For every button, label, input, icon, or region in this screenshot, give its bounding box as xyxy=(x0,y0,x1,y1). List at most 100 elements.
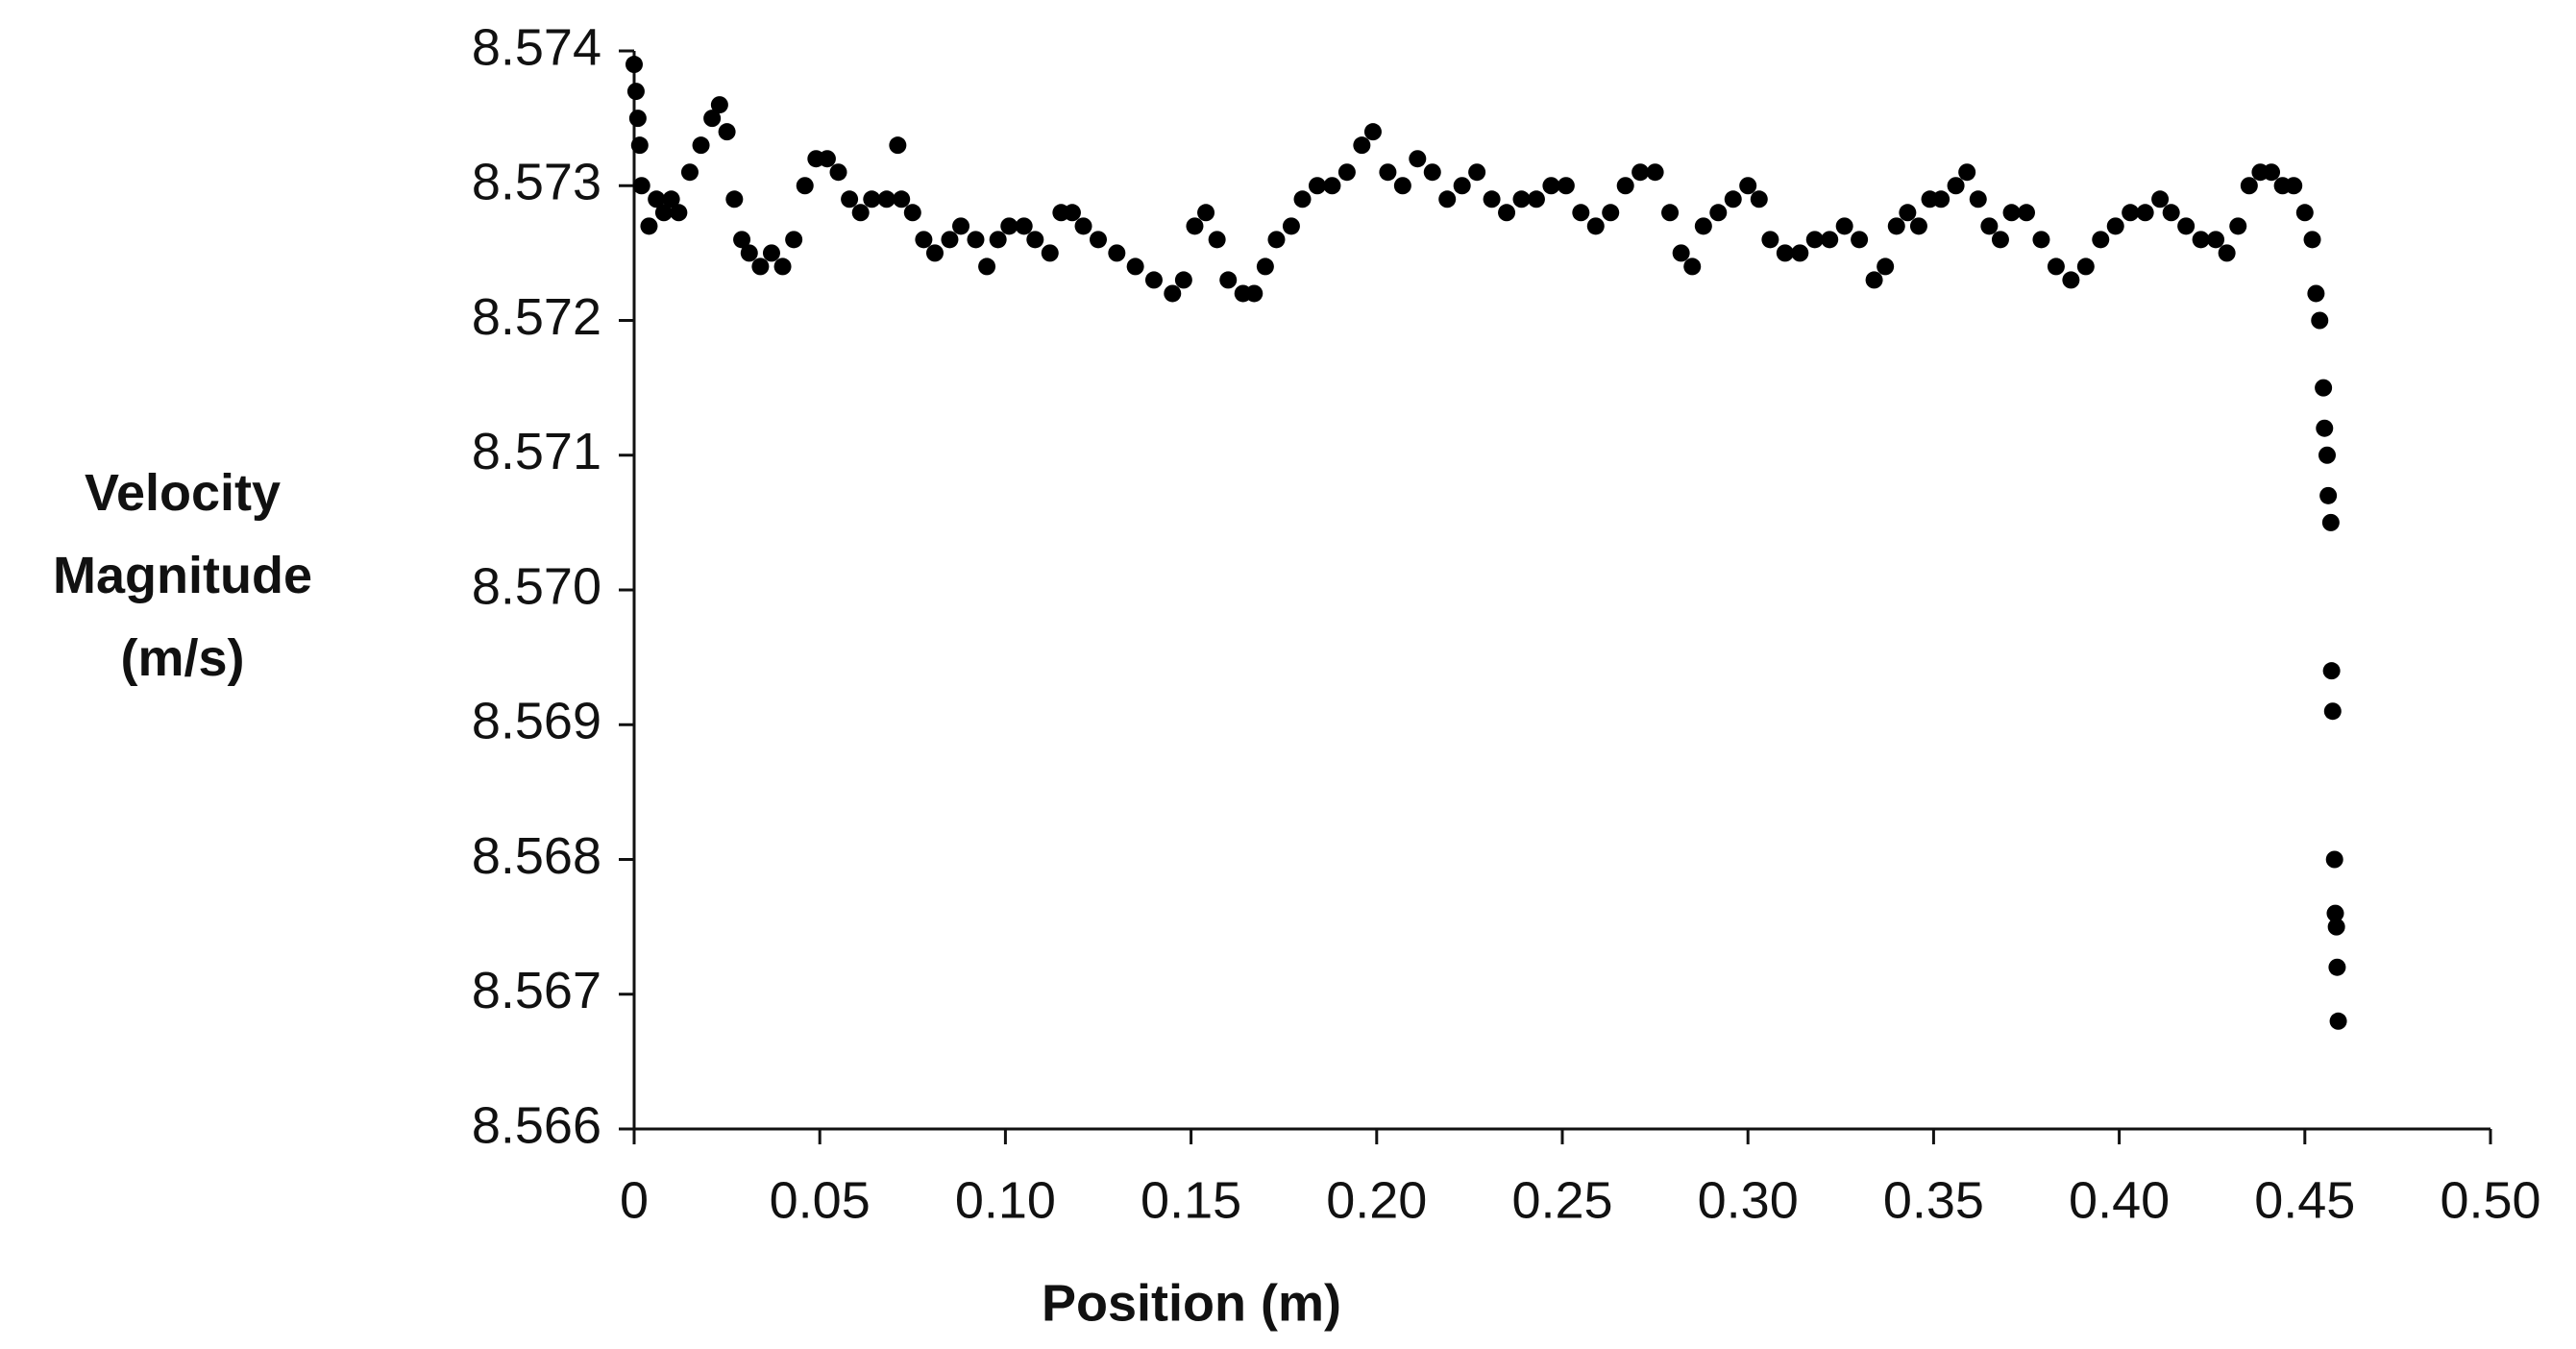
data-point xyxy=(703,110,722,128)
data-point xyxy=(626,56,643,74)
data-point xyxy=(1586,217,1605,235)
data-point xyxy=(1423,163,1441,182)
data-point xyxy=(1791,244,1809,262)
data-point xyxy=(2326,904,2344,922)
data-point xyxy=(1438,190,1457,208)
data-point xyxy=(1126,258,1144,276)
x-tick-label: 0.15 xyxy=(1141,1171,1241,1229)
data-point xyxy=(2328,958,2346,976)
y-tick-label: 8.570 xyxy=(472,557,601,615)
data-point xyxy=(725,190,744,208)
data-point xyxy=(1498,204,1516,222)
data-point xyxy=(1672,244,1690,262)
data-point xyxy=(1015,217,1033,235)
y-tick-label: 8.573 xyxy=(472,154,601,211)
data-point xyxy=(1865,271,1883,289)
data-point xyxy=(654,204,673,222)
data-point xyxy=(978,258,996,276)
x-tick-label: 0.05 xyxy=(770,1171,871,1229)
data-point xyxy=(925,244,944,262)
data-point xyxy=(626,83,645,101)
y-tick-label: 8.569 xyxy=(472,693,601,750)
x-tick-label: 0.40 xyxy=(2069,1171,2170,1229)
data-point xyxy=(2076,258,2095,276)
data-point xyxy=(1980,217,1999,235)
data-point xyxy=(1709,204,1728,222)
data-point xyxy=(941,231,959,249)
data-point xyxy=(893,190,911,208)
data-point xyxy=(2047,258,2065,276)
data-point xyxy=(1245,284,1263,303)
x-axis-title: Position (m) xyxy=(1042,1274,1341,1332)
data-point xyxy=(1468,163,1486,182)
data-point xyxy=(2192,231,2210,249)
data-point xyxy=(1887,217,1905,235)
data-point xyxy=(1750,190,1768,208)
data-point xyxy=(1602,204,1620,222)
data-point xyxy=(1512,190,1531,208)
data-point xyxy=(2207,231,2225,249)
data-point xyxy=(640,217,658,235)
data-point xyxy=(1174,271,1192,289)
data-point xyxy=(2092,231,2110,249)
data-point xyxy=(2151,190,2170,208)
data-point xyxy=(2325,850,2343,869)
data-point xyxy=(762,244,780,262)
data-point xyxy=(1694,217,1712,235)
data-point xyxy=(1409,150,1427,168)
data-point xyxy=(2263,163,2281,182)
data-point xyxy=(1282,217,1300,235)
data-point xyxy=(1542,177,1560,195)
data-point xyxy=(967,231,985,249)
data-point xyxy=(952,217,970,235)
data-point xyxy=(773,258,792,276)
data-point xyxy=(2316,419,2334,437)
data-point xyxy=(1337,163,1356,182)
data-point xyxy=(1776,244,1794,262)
data-point xyxy=(785,231,803,249)
data-point xyxy=(1821,231,1839,249)
data-point xyxy=(1164,284,1182,303)
data-point xyxy=(1851,231,1869,249)
data-point xyxy=(1958,163,1976,182)
data-point xyxy=(1877,258,1895,276)
data-point xyxy=(2318,446,2336,464)
data-point xyxy=(1991,231,2009,249)
data-point xyxy=(796,177,814,195)
data-point xyxy=(1293,190,1312,208)
data-point xyxy=(1379,163,1397,182)
y-tick-label: 8.566 xyxy=(472,1096,601,1154)
data-point xyxy=(915,231,933,249)
y-tick-label: 8.571 xyxy=(472,423,601,480)
data-point xyxy=(903,204,921,222)
data-point xyxy=(1616,177,1634,195)
data-point xyxy=(710,96,728,114)
data-point xyxy=(2240,177,2258,195)
data-point xyxy=(1527,190,1545,208)
data-point xyxy=(1063,204,1081,222)
y-axis-title: Velocity Magnitude (m/s) xyxy=(53,464,312,687)
data-point xyxy=(1631,163,1650,182)
data-point xyxy=(2285,177,2303,195)
data-point xyxy=(2329,1012,2347,1030)
x-tick-label: 0 xyxy=(620,1171,649,1229)
data-point xyxy=(1761,231,1779,249)
data-point xyxy=(2319,486,2338,504)
x-tick-label: 0.35 xyxy=(1883,1171,1984,1229)
data-point xyxy=(718,123,736,141)
data-point xyxy=(1393,177,1411,195)
data-point xyxy=(1197,204,1215,222)
data-point xyxy=(1090,231,1107,249)
data-point xyxy=(2323,702,2342,721)
data-point xyxy=(1219,271,1238,289)
data-point xyxy=(1308,177,1326,195)
data-point xyxy=(2062,271,2080,289)
data-point xyxy=(1969,190,1987,208)
data-point xyxy=(2032,231,2050,249)
data-point xyxy=(1000,217,1018,235)
data-point xyxy=(1947,177,1965,195)
data-point xyxy=(2002,204,2021,222)
data-point xyxy=(1646,163,1664,182)
